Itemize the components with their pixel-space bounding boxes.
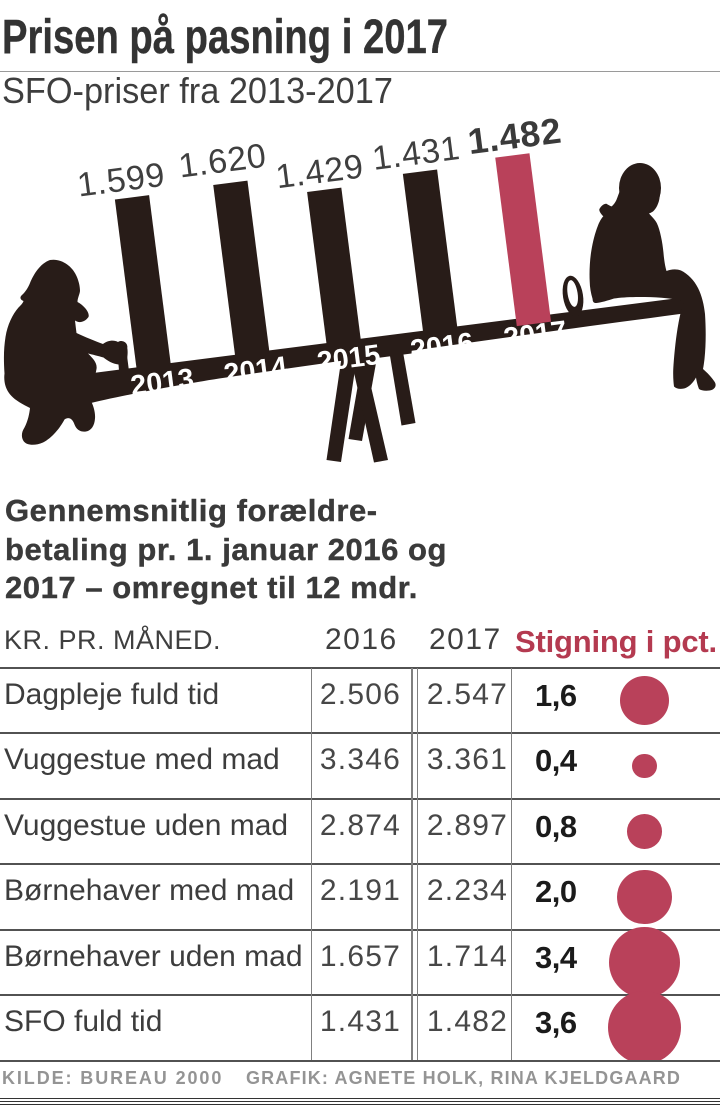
svg-text:2014: 2014 bbox=[222, 351, 289, 391]
svg-text:1.620: 1.620 bbox=[176, 137, 268, 186]
svg-text:2017: 2017 bbox=[502, 315, 569, 355]
svg-text:2016: 2016 bbox=[408, 327, 475, 367]
svg-text:1.482: 1.482 bbox=[465, 110, 564, 162]
svg-text:2013: 2013 bbox=[129, 363, 196, 403]
svg-text:1.599: 1.599 bbox=[75, 156, 167, 205]
svg-text:1.431: 1.431 bbox=[370, 129, 462, 178]
svg-text:1.429: 1.429 bbox=[274, 147, 366, 196]
